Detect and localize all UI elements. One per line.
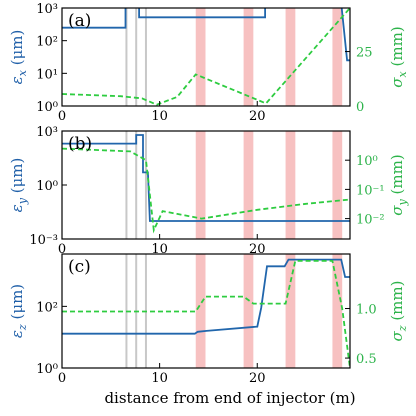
panel-label: (a) bbox=[68, 11, 91, 31]
series-left-line bbox=[62, 134, 350, 222]
series-left-line bbox=[62, 8, 350, 62]
x-axis-label: distance from end of injector (m) bbox=[104, 389, 355, 407]
x-tick-label-2: 20 bbox=[249, 371, 266, 386]
red-band-2 bbox=[285, 254, 296, 368]
axes-frame bbox=[61, 130, 351, 240]
y-right-tick-label-0: 0 bbox=[356, 100, 364, 115]
y-right-axis-label: σz (mm) bbox=[388, 281, 409, 342]
red-band-0 bbox=[195, 131, 206, 239]
series-right-line bbox=[62, 8, 350, 106]
x-tick-label-1: 10 bbox=[151, 242, 168, 257]
red-band-0 bbox=[195, 254, 206, 368]
red-band-1 bbox=[243, 254, 254, 368]
y-left-axis-label: εy (μm) bbox=[8, 158, 29, 213]
axes-frame bbox=[61, 253, 351, 369]
y-right-axis-label: σx (mm) bbox=[388, 26, 409, 87]
series-left-line bbox=[62, 258, 350, 335]
y-right-tick-label-1: 25 bbox=[356, 46, 373, 61]
series-right-line bbox=[62, 260, 350, 368]
y-right-tick-label-2: 10⁰ bbox=[356, 154, 378, 169]
red-band-2 bbox=[285, 131, 296, 239]
axes-frame bbox=[61, 7, 351, 107]
red-band-3 bbox=[332, 131, 343, 239]
x-tick-label-1: 10 bbox=[151, 371, 168, 386]
red-band-3 bbox=[332, 8, 343, 106]
y-left-tick-label-0: 10⁰ bbox=[36, 362, 58, 377]
y-right-tick-label-1: 1.0 bbox=[356, 303, 377, 318]
plot-area bbox=[62, 131, 350, 239]
red-band-0 bbox=[195, 8, 206, 106]
plot-area bbox=[62, 254, 350, 368]
x-tick-label-0: 0 bbox=[58, 109, 66, 124]
red-band-2 bbox=[285, 8, 296, 106]
y-left-tick-label-1: 10² bbox=[36, 300, 58, 315]
x-tick-label-2: 20 bbox=[249, 109, 266, 124]
y-left-tick-label-2: 10³ bbox=[36, 125, 58, 140]
y-right-tick-label-0: 0.5 bbox=[356, 352, 377, 367]
x-tick-label-1: 10 bbox=[151, 109, 168, 124]
x-tick-label-2: 20 bbox=[249, 242, 266, 257]
red-band-1 bbox=[243, 131, 254, 239]
series-right-line bbox=[62, 147, 350, 234]
plot-area bbox=[62, 8, 350, 106]
y-left-tick-label-0: 10⁰ bbox=[36, 100, 58, 115]
y-left-axis-label: εx (μm) bbox=[8, 30, 29, 85]
y-left-tick-label-2: 10² bbox=[36, 35, 58, 50]
y-left-tick-label-0: 10⁻³ bbox=[29, 233, 58, 248]
y-left-axis-label: εz (μm) bbox=[8, 284, 29, 338]
y-right-tick-label-1: 10⁻¹ bbox=[356, 183, 385, 198]
y-left-tick-label-3: 10³ bbox=[36, 2, 58, 17]
y-left-tick-label-1: 10⁰ bbox=[36, 179, 58, 194]
red-band-3 bbox=[332, 254, 343, 368]
y-right-tick-label-0: 10⁻² bbox=[356, 213, 385, 228]
x-tick-label-0: 0 bbox=[58, 371, 66, 386]
x-tick-label-0: 0 bbox=[58, 242, 66, 257]
y-right-axis-label: σy (mm) bbox=[388, 154, 409, 215]
panel-1: 0 10 20 10⁻³ 10⁰ 10³ 10⁻² 10⁻¹ 10⁰ (b) εy (μm) σy (… bbox=[8, 125, 409, 257]
panel-0: 0 10 20 10⁰ 10¹ 10² 10³ 0 25 (a) εx (μm) σx (mm) bbox=[8, 2, 409, 124]
panel-label: (b) bbox=[68, 134, 92, 154]
y-left-tick-label-1: 10¹ bbox=[36, 67, 58, 82]
panel-label: (c) bbox=[68, 257, 91, 277]
panel-2: 0 10 20 10⁰ 10² 0.5 1.0 (c) εz (μm) σz (mm) bbox=[8, 253, 409, 386]
red-band-1 bbox=[243, 8, 254, 106]
